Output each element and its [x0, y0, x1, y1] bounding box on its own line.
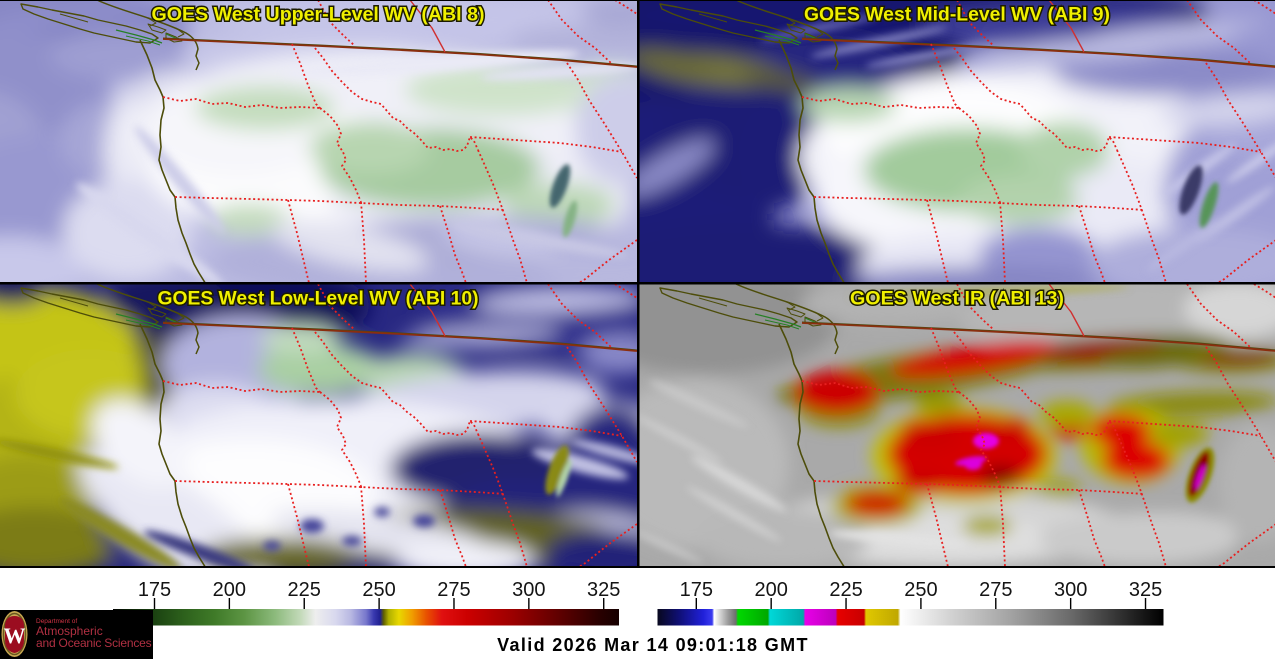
svg-text:W: W: [4, 623, 26, 648]
svg-text:Atmospheric: Atmospheric: [36, 624, 103, 638]
svg-text:225: 225: [288, 579, 321, 601]
svg-text:275: 275: [437, 579, 470, 601]
svg-text:175: 175: [680, 579, 713, 601]
svg-text:GOES West IR (ABI 13): GOES West IR (ABI 13): [850, 289, 1064, 310]
svg-text:225: 225: [829, 579, 862, 601]
svg-text:325: 325: [587, 579, 620, 601]
svg-text:Valid 2026 Mar 14 09:01:18 GMT: Valid 2026 Mar 14 09:01:18 GMT: [497, 635, 809, 655]
svg-text:300: 300: [512, 579, 545, 601]
svg-text:200: 200: [754, 579, 787, 601]
svg-text:GOES West Low-Level WV (ABI 10: GOES West Low-Level WV (ABI 10): [158, 289, 479, 310]
svg-text:GOES West Upper-Level WV (ABI: GOES West Upper-Level WV (ABI 8): [152, 5, 485, 26]
svg-text:and Oceanic Sciences: and Oceanic Sciences: [36, 636, 152, 650]
svg-text:300: 300: [1054, 579, 1087, 601]
svg-text:275: 275: [979, 579, 1012, 601]
svg-text:250: 250: [904, 579, 937, 601]
svg-text:250: 250: [362, 579, 395, 601]
svg-text:175: 175: [138, 579, 171, 601]
svg-text:200: 200: [213, 579, 246, 601]
svg-text:Department of: Department of: [36, 618, 77, 625]
svg-text:GOES West Mid-Level WV (ABI 9): GOES West Mid-Level WV (ABI 9): [804, 5, 1110, 26]
svg-text:325: 325: [1129, 579, 1162, 601]
